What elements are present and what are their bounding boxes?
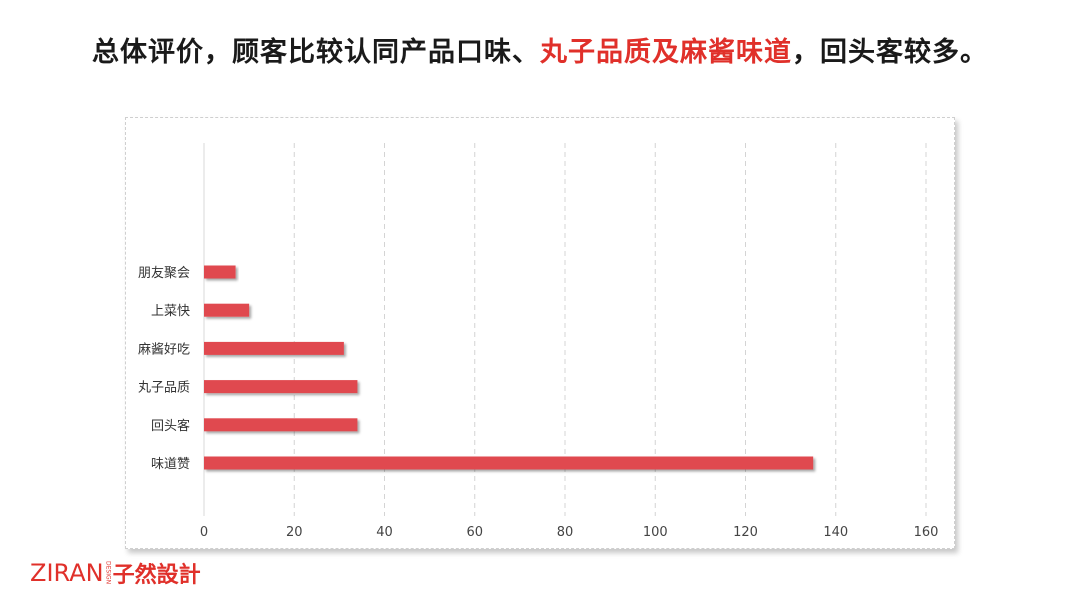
bar xyxy=(204,303,250,317)
x-tick-label: 160 xyxy=(914,525,939,540)
x-tick-label: 120 xyxy=(733,525,758,540)
category-label: 丸子品质 xyxy=(138,381,190,396)
x-tick-label: 140 xyxy=(823,525,848,540)
bar xyxy=(204,380,358,394)
logo-cjk-text: 子然設計 xyxy=(112,563,201,588)
x-tick-label: 100 xyxy=(643,525,668,540)
logo-design-tag: DESIGN xyxy=(104,561,112,585)
x-tick-label: 0 xyxy=(200,525,208,540)
page-title: 总体评价，顾客比较认同产品口味、丸子品质及麻酱味道，回头客较多。 xyxy=(0,30,1080,69)
category-label: 上菜快 xyxy=(151,304,190,319)
logo-latin-text: ZIRAN xyxy=(30,559,104,587)
bar xyxy=(204,341,344,355)
category-label: 麻酱好吃 xyxy=(138,341,190,357)
title-part-1: 总体评价，顾客比较认同产品口味、 xyxy=(92,37,540,68)
x-tick-label: 40 xyxy=(376,525,393,540)
brand-logo: ZIRAN DESIGN 子然設計 xyxy=(30,558,201,588)
bar-chart: 0 20 40 60 80 100 120 140 160 朋友聚会上菜快麻酱好吃丸子品质回头客味… xyxy=(138,143,939,540)
bar xyxy=(204,418,358,432)
chart-frame: 0 20 40 60 80 100 120 140 160 朋友聚会上菜快麻酱好吃丸子品质回头客味… xyxy=(125,117,955,549)
category-label: 回头客 xyxy=(151,418,190,434)
title-part-2: ，回头客较多。 xyxy=(792,37,988,68)
bar xyxy=(204,456,814,470)
category-label: 朋友聚会 xyxy=(138,265,190,281)
title-highlight: 丸子品质及麻酱味道 xyxy=(540,37,792,68)
x-tick-label: 60 xyxy=(466,525,483,540)
category-label: 味道赞 xyxy=(151,457,190,472)
bar xyxy=(204,265,236,279)
x-tick-label: 80 xyxy=(557,525,574,540)
x-tick-label: 20 xyxy=(286,525,303,540)
